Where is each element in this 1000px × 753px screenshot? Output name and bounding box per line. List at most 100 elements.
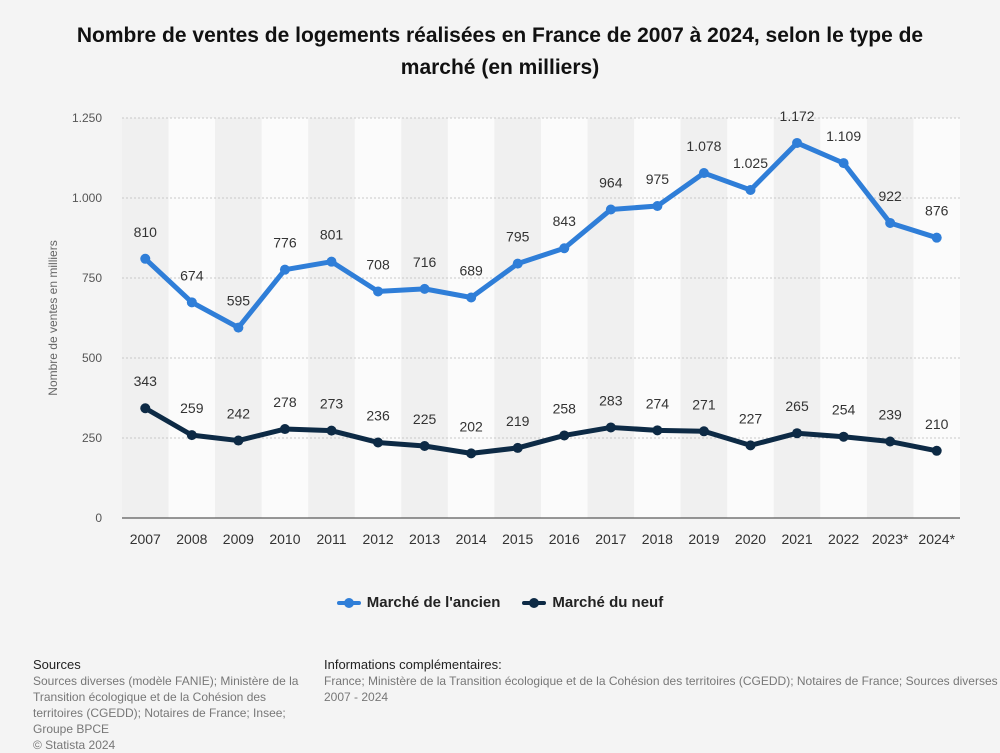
x-tick-label: 2007 <box>130 531 161 547</box>
sources-header: Sources <box>33 657 81 672</box>
data-point <box>186 297 197 308</box>
data-point <box>792 137 803 148</box>
data-point <box>512 258 523 269</box>
column-band <box>261 118 309 518</box>
data-label: 708 <box>366 256 390 272</box>
data-point <box>838 431 849 442</box>
data-label: 595 <box>227 293 251 309</box>
data-point <box>512 442 523 453</box>
x-tick-label: 2020 <box>735 531 766 547</box>
x-tick-label: 2011 <box>316 531 346 547</box>
series-line <box>142 405 940 456</box>
data-label: 1.078 <box>686 138 721 154</box>
x-tick-label: 2021 <box>781 531 812 547</box>
data-label: 254 <box>832 402 856 418</box>
x-tick-label: 2013 <box>409 531 440 547</box>
data-label: 258 <box>553 400 577 416</box>
data-point <box>698 168 709 179</box>
legend-label-ancien: Marché de l'ancien <box>366 594 501 611</box>
data-point <box>698 426 709 437</box>
legend-item-neuf[interactable]: Marché du neuf <box>522 594 663 611</box>
legend-swatch-ancien <box>336 597 361 608</box>
chart-title: Nombre de ventes de logements réalisées … <box>76 24 924 79</box>
series-line <box>142 140 940 331</box>
data-point <box>792 428 803 439</box>
data-label: 239 <box>878 407 902 423</box>
x-tick-label: 2009 <box>223 531 254 547</box>
y-tick-label: 1.000 <box>72 191 102 205</box>
data-label: 964 <box>599 175 623 191</box>
data-point <box>466 448 477 459</box>
data-point <box>233 435 244 446</box>
y-tick-label: 500 <box>82 351 102 365</box>
x-tick-label: 2017 <box>595 531 626 547</box>
data-label: 689 <box>459 263 483 279</box>
data-label: 271 <box>692 396 716 412</box>
data-label: 922 <box>878 188 902 204</box>
data-point <box>419 283 430 294</box>
data-point <box>931 232 942 243</box>
data-point <box>652 425 663 436</box>
legend-item-ancien[interactable]: Marché de l'ancien <box>336 594 501 611</box>
data-point <box>885 217 896 228</box>
copyright: © Statista 2024 <box>33 738 116 752</box>
data-point <box>605 422 616 433</box>
sources-text: Sources diverses (modèle FANIE); Ministè… <box>33 674 299 736</box>
data-label: 278 <box>273 394 297 410</box>
data-label: 843 <box>553 213 577 229</box>
data-label: 283 <box>599 392 623 408</box>
x-tick-label: 2012 <box>362 531 393 547</box>
info-block: Informations complémentaires: France; Mi… <box>324 657 1000 705</box>
data-point <box>140 403 151 414</box>
column-band <box>634 118 681 518</box>
data-label: 1.109 <box>826 128 861 144</box>
data-point <box>745 440 756 451</box>
data-label: 273 <box>320 396 344 412</box>
data-label: 274 <box>646 395 670 411</box>
data-point <box>373 286 384 297</box>
y-tick-label: 1.250 <box>72 111 102 125</box>
x-tick-label: 2019 <box>688 531 719 547</box>
data-point <box>186 430 197 441</box>
data-label: 343 <box>134 373 158 389</box>
y-tick-label: 250 <box>82 431 102 445</box>
data-point <box>279 264 290 275</box>
data-label: 716 <box>413 254 437 270</box>
data-point <box>140 253 151 264</box>
x-tick-label: 2014 <box>456 531 487 547</box>
data-label: 219 <box>506 413 530 429</box>
data-point <box>326 425 337 436</box>
y-tick-label: 0 <box>95 511 102 525</box>
data-point <box>931 445 942 456</box>
data-point <box>652 201 663 211</box>
column-band <box>913 118 960 518</box>
x-tick-label: 2015 <box>502 531 533 547</box>
column-band <box>168 118 216 518</box>
data-point <box>838 158 849 169</box>
data-label: 810 <box>134 224 158 240</box>
info-text: France; Ministère de la Transition écolo… <box>324 674 998 688</box>
y-tick-label: 750 <box>82 271 102 285</box>
data-point <box>605 204 616 215</box>
column-band <box>401 118 448 518</box>
data-point <box>373 437 384 448</box>
data-label: 876 <box>925 203 949 219</box>
info-header: Informations complémentaires: <box>324 657 502 672</box>
column-band <box>541 118 588 518</box>
data-label: 801 <box>320 227 344 243</box>
sources-block: Sources Sources diverses (modèle FANIE);… <box>33 657 313 753</box>
x-tick-label: 2008 <box>176 531 207 547</box>
data-point <box>466 292 477 303</box>
data-label: 1.025 <box>733 155 768 171</box>
x-tick-label: 2016 <box>549 531 580 547</box>
data-point <box>885 436 896 447</box>
column-band <box>122 118 169 518</box>
x-tick-label: 2024* <box>918 531 955 547</box>
data-label: 674 <box>180 267 204 283</box>
x-tick-label: 2022 <box>828 531 859 547</box>
x-tick-label: 2018 <box>642 531 673 547</box>
column-band <box>773 118 821 518</box>
column-band <box>354 118 402 518</box>
data-label: 1.172 <box>780 108 815 124</box>
data-point <box>559 430 570 441</box>
